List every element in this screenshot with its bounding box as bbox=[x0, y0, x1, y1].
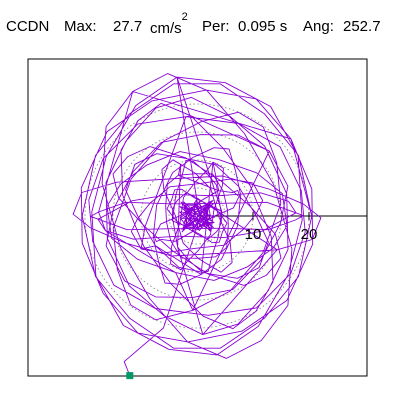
ang-label: Ang: bbox=[303, 18, 334, 35]
trace-path bbox=[72, 73, 322, 376]
motion-trace bbox=[72, 73, 322, 376]
end-marker bbox=[126, 372, 134, 380]
station-code: CCDN bbox=[6, 18, 50, 35]
max-unit: cm/s2 bbox=[150, 11, 188, 37]
ring-label-20: 20 bbox=[301, 226, 318, 243]
ring-label-10: 10 bbox=[245, 226, 262, 243]
plot-frame bbox=[27, 58, 368, 377]
max-unit-text: cm/s bbox=[150, 20, 182, 37]
chart-header: CCDN Max: 27.7 cm/s2 Per: 0.095 s Ang: 2… bbox=[0, 11, 400, 37]
ang-value: 252.7 bbox=[343, 18, 381, 35]
ring-labels: 10 20 bbox=[245, 226, 318, 243]
per-label: Per: bbox=[202, 18, 230, 35]
max-value: 27.7 bbox=[113, 18, 143, 35]
max-unit-exponent: 2 bbox=[181, 11, 188, 23]
max-label: Max: bbox=[64, 18, 97, 35]
per-value: 0.095 s bbox=[238, 18, 288, 35]
ring-ticks bbox=[252, 212, 310, 220]
